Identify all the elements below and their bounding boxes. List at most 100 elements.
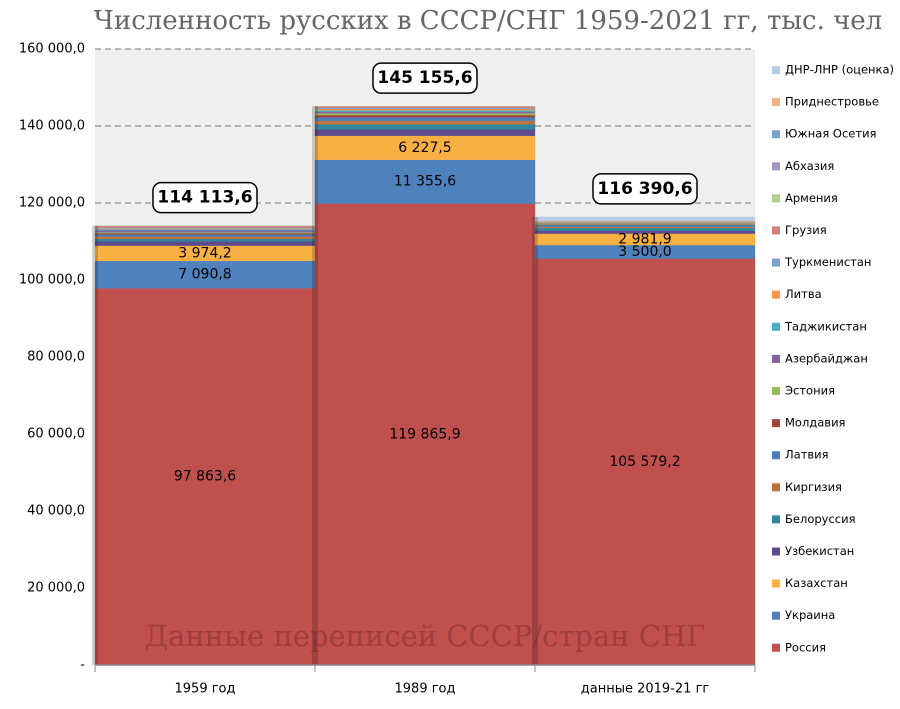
legend-label: Грузия: [785, 223, 827, 237]
legend-label: Латвия: [785, 448, 829, 462]
bar-segment: [534, 226, 756, 229]
chart-title: Численность русских в СССР/СНГ 1959-2021…: [94, 6, 882, 36]
y-tick-label: 20 000,0: [27, 581, 85, 596]
data-label: 3 974,2: [178, 245, 231, 261]
y-tick-label: 80 000,0: [27, 350, 85, 365]
total-label: 116 390,6: [597, 179, 692, 199]
legend-swatch: [772, 98, 780, 107]
legend-label: Эстония: [785, 384, 835, 398]
legend-label: Украина: [785, 608, 835, 622]
bars: [92, 106, 756, 666]
total-box: [592, 173, 698, 205]
bar-segment: [534, 258, 756, 666]
y-tick-label: -: [80, 658, 85, 673]
data-label: 3 500,0: [618, 244, 671, 260]
x-tick-label: 1989 год: [395, 682, 456, 697]
total-label: 145 155,6: [377, 68, 472, 88]
bar-segment: [94, 234, 316, 237]
legend-label: Белоруссия: [785, 512, 856, 526]
bar-segment: [94, 227, 316, 229]
bar-segment: [314, 111, 536, 114]
legend-label: Литва: [785, 287, 822, 301]
legend-label: Таджикистан: [784, 319, 867, 333]
data-label: 7 090,8: [178, 267, 231, 283]
bar-segment: [314, 110, 536, 112]
annotation: Данные переписей СССР/стран СНГ: [144, 619, 705, 653]
bar-segment: [314, 113, 536, 116]
bar-segment: [94, 233, 316, 235]
legend-swatch: [772, 322, 780, 331]
data-label: 6 227,5: [398, 140, 451, 156]
x-tick-label: 1959 год: [175, 682, 236, 697]
bar-edge: [92, 225, 98, 665]
legend-swatch: [772, 130, 780, 139]
y-tick-label: 120 000,0: [19, 196, 85, 211]
legend-swatch: [772, 226, 780, 235]
legend-swatch: [772, 451, 780, 460]
legend-swatch: [772, 579, 780, 588]
data-label: 105 579,2: [609, 454, 680, 470]
y-tick-label: 160 000,0: [19, 42, 85, 57]
y-tick-label: 140 000,0: [19, 119, 85, 134]
bar-segment: [94, 238, 316, 242]
legend-swatch: [772, 258, 780, 267]
legend-swatch: [772, 547, 780, 556]
bar-segment: [534, 216, 756, 222]
bar-segment: [314, 107, 536, 110]
bar-segment: [314, 114, 536, 118]
total-box: [372, 62, 478, 94]
bar-segment: [314, 106, 536, 108]
bar-segment: [94, 229, 316, 231]
legend-label: Казахстан: [785, 576, 848, 590]
legend-label: Узбекистан: [785, 544, 854, 558]
bar-segment: [314, 108, 536, 111]
legend-label: Молдавия: [785, 416, 845, 430]
legend-swatch: [772, 354, 780, 363]
bar-segment: [94, 225, 316, 228]
legend-label: Южная Осетия: [785, 127, 876, 141]
bar-segment: [94, 236, 316, 240]
legend-label: Туркменистан: [784, 255, 871, 269]
bar-segment: [314, 117, 536, 121]
legend-swatch: [772, 194, 780, 203]
data-label: 119 865,9: [389, 426, 460, 442]
y-tick-label: 100 000,0: [19, 273, 85, 288]
y-tick-label: 40 000,0: [27, 504, 85, 519]
bar-segment: [314, 203, 536, 666]
legend-label: Россия: [785, 640, 826, 654]
data-label: 97 863,6: [174, 469, 236, 485]
legend-swatch: [772, 643, 780, 652]
bar-segment: [314, 159, 536, 204]
data-label: 2 981,9: [618, 231, 671, 247]
legend-swatch: [772, 387, 780, 395]
legend-swatch: [772, 290, 780, 299]
legend-swatch: [772, 66, 780, 74]
x-tick-label: данные 2019-21 гг: [581, 682, 710, 697]
bar-segment: [534, 224, 756, 227]
bar-segment: [94, 260, 316, 289]
legend-label: Армения: [785, 191, 838, 205]
legend-label: Азербайджан: [785, 351, 868, 365]
legend-swatch: [772, 611, 780, 620]
bar-segment: [94, 288, 316, 666]
bar-segment: [314, 129, 536, 136]
data-label: 11 355,6: [394, 174, 456, 190]
legend-label: Приднестровье: [785, 95, 879, 109]
bar-segment: [314, 120, 536, 125]
y-tick-label: 60 000,0: [27, 427, 85, 442]
total-box: [152, 181, 258, 214]
legend-swatch: [772, 515, 780, 524]
bar-segment: [534, 223, 756, 225]
legend-swatch: [772, 419, 780, 428]
bar-segment: [314, 124, 536, 130]
legend-swatch: [772, 483, 780, 492]
bar-edge: [312, 106, 318, 665]
legend-label: Киргизия: [785, 480, 842, 494]
bar-segment: [94, 230, 316, 233]
total-label: 114 113,6: [157, 188, 252, 208]
bar-segment: [534, 227, 756, 231]
legend-label: ДНР-ЛНР (оценка): [785, 63, 894, 77]
bar-edge: [532, 216, 538, 666]
legend-label: Абхазия: [785, 159, 834, 173]
